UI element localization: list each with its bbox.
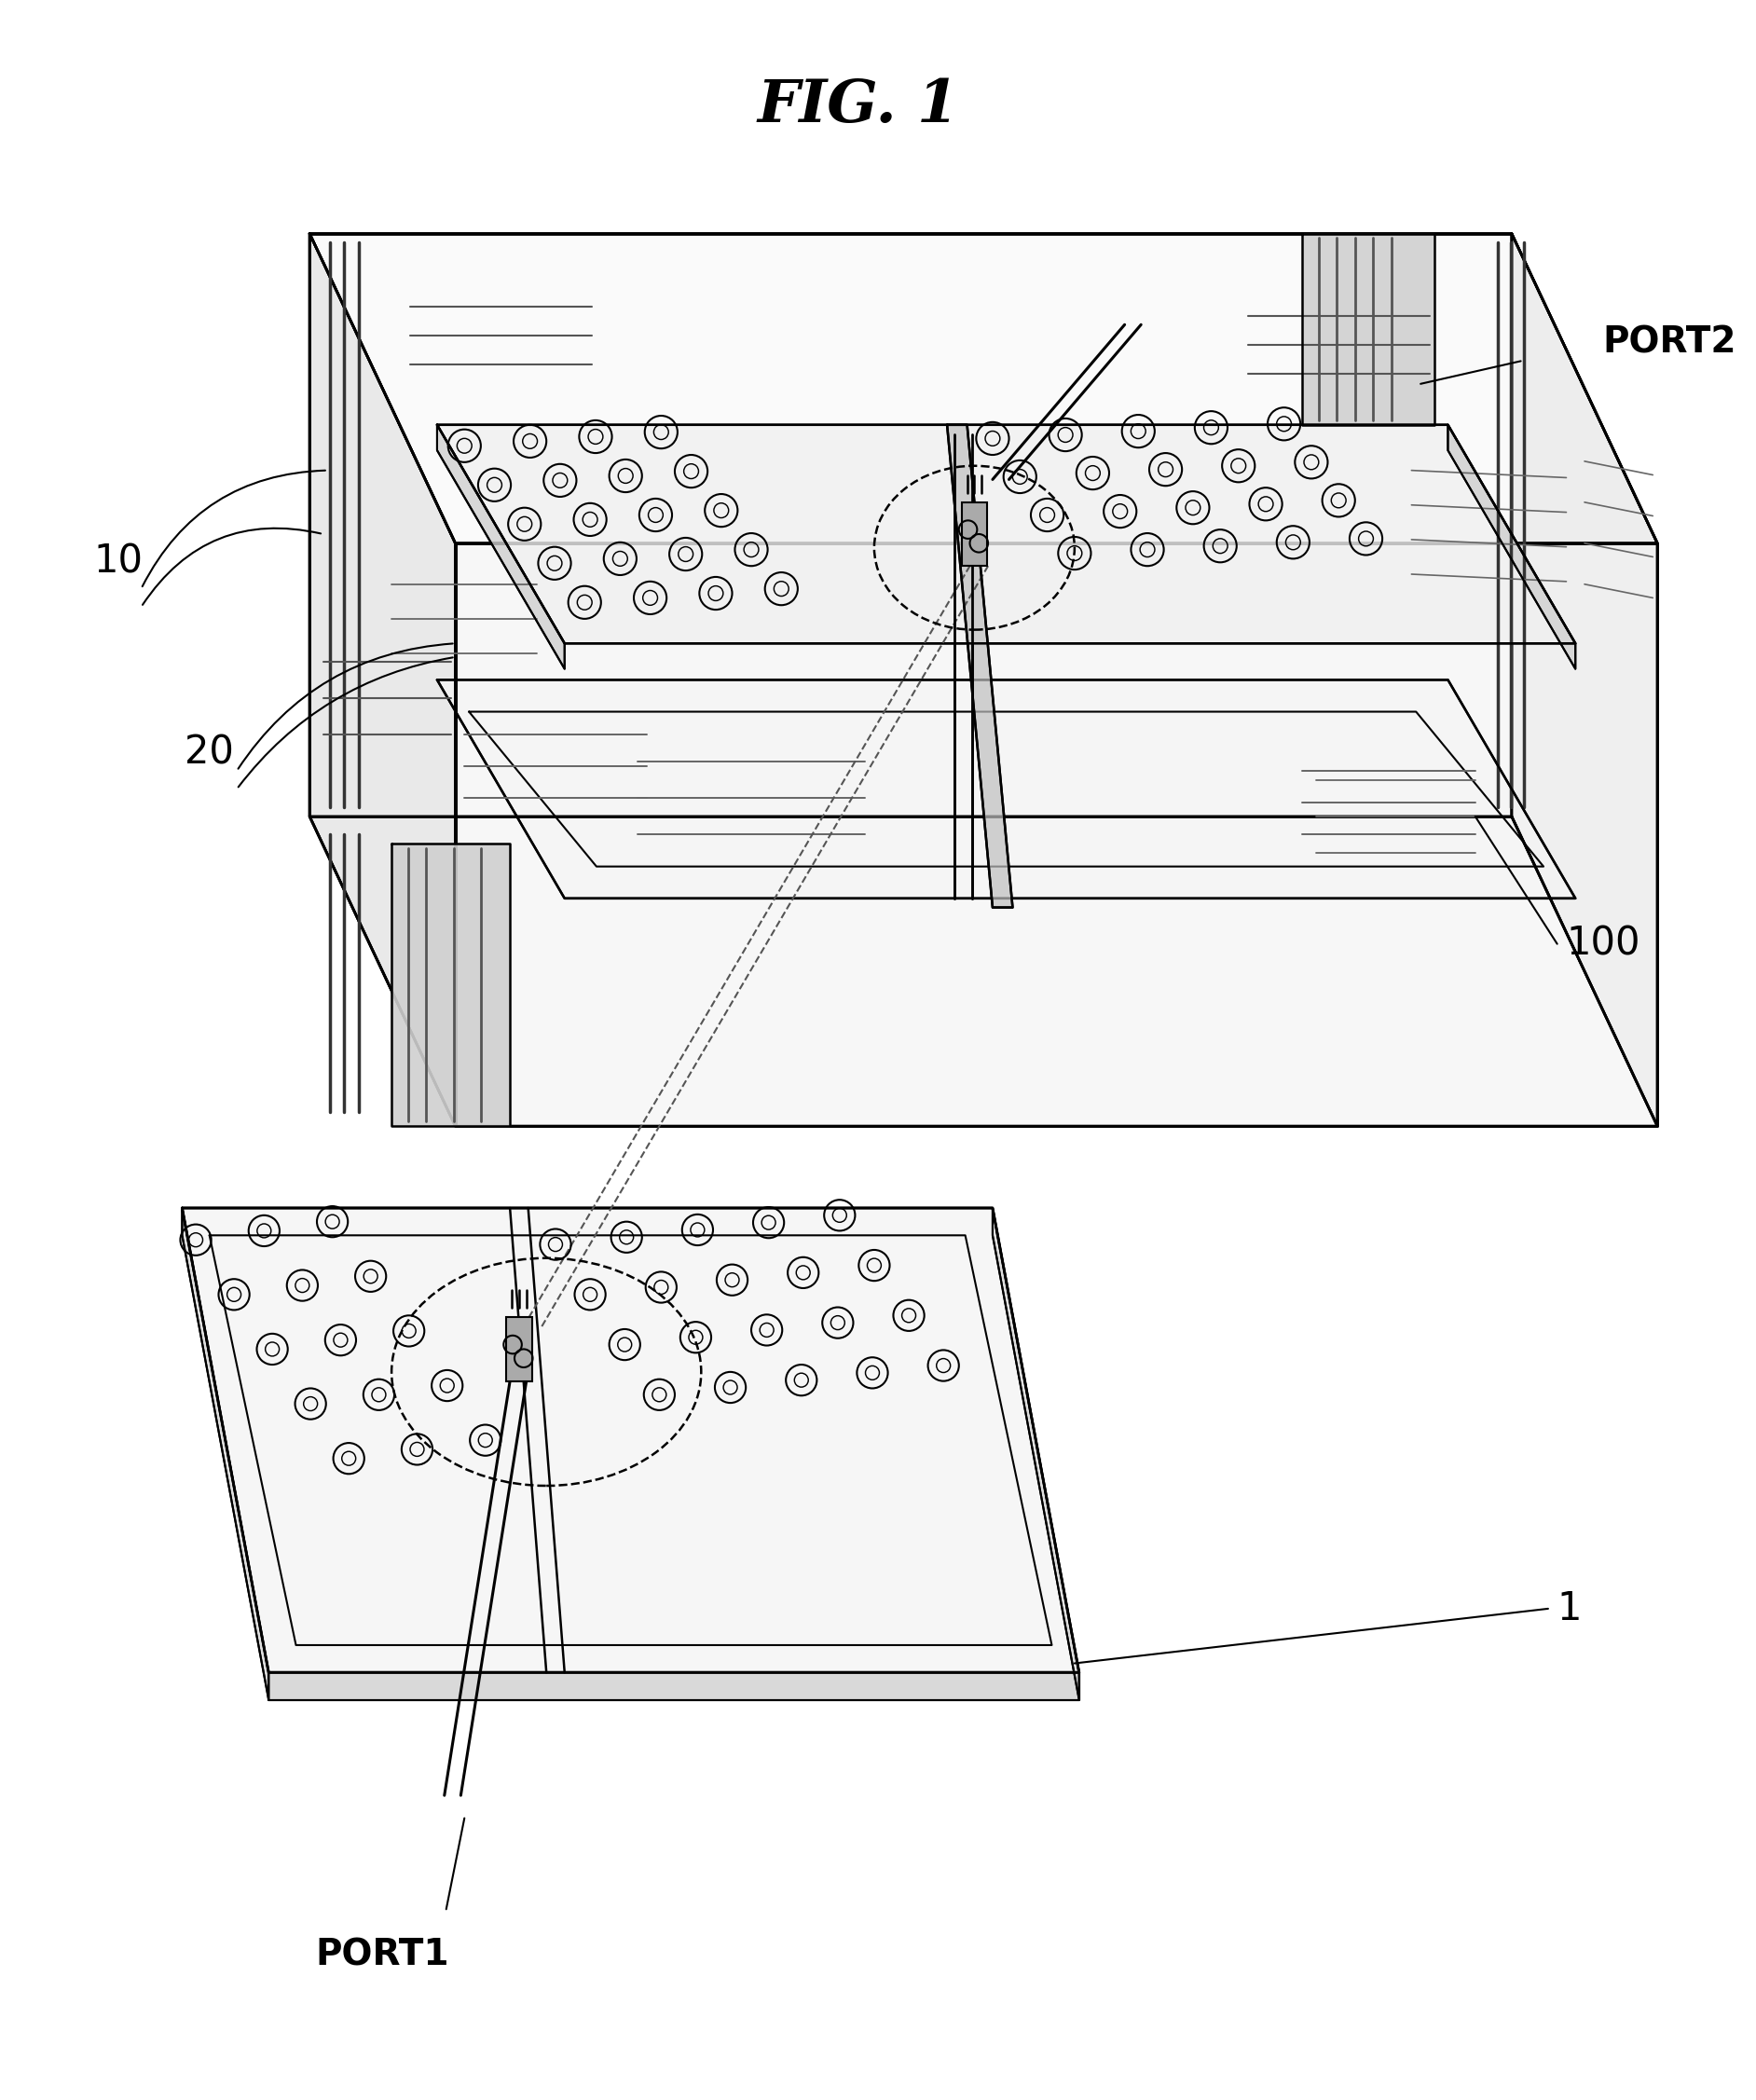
- Polygon shape: [183, 1207, 1080, 1672]
- Text: 20: 20: [184, 733, 234, 773]
- FancyArrowPatch shape: [142, 470, 325, 586]
- Polygon shape: [1449, 424, 1575, 670]
- Polygon shape: [183, 1207, 269, 1699]
- Text: 10: 10: [93, 542, 142, 582]
- Text: FIG. 1: FIG. 1: [757, 78, 959, 134]
- Polygon shape: [992, 1207, 1080, 1699]
- Polygon shape: [437, 680, 1575, 899]
- FancyArrowPatch shape: [239, 657, 453, 788]
- Polygon shape: [437, 424, 565, 670]
- Text: PORT1: PORT1: [316, 1936, 450, 1972]
- Polygon shape: [392, 844, 509, 1126]
- Text: 1: 1: [1558, 1590, 1582, 1628]
- Text: 100: 100: [1566, 924, 1640, 964]
- Polygon shape: [1303, 233, 1435, 424]
- Polygon shape: [269, 1672, 1080, 1699]
- Bar: [962, 502, 987, 567]
- Polygon shape: [1512, 233, 1658, 1126]
- Text: PORT2: PORT2: [1603, 325, 1737, 361]
- Polygon shape: [309, 233, 1658, 544]
- Polygon shape: [946, 424, 1013, 907]
- Polygon shape: [437, 424, 1575, 643]
- Bar: [506, 1317, 532, 1382]
- Polygon shape: [309, 233, 455, 1126]
- FancyArrowPatch shape: [142, 529, 321, 605]
- Polygon shape: [455, 544, 1658, 1126]
- FancyArrowPatch shape: [239, 643, 453, 769]
